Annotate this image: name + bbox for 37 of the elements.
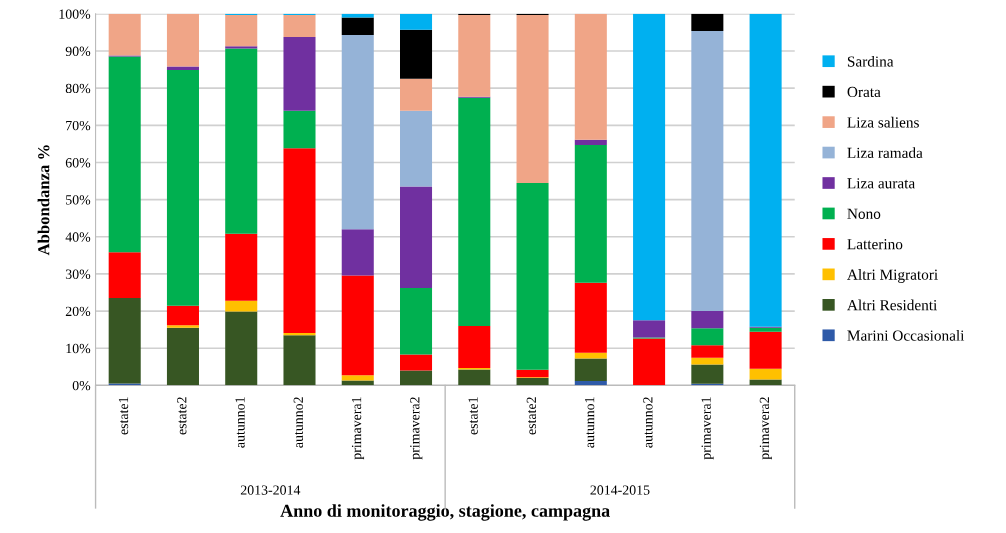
y-tick-label: 20% (65, 306, 91, 317)
legend-label: Latterino (847, 239, 903, 250)
legend-label: Altri Residenti (847, 299, 938, 311)
legend-label: Nono (847, 208, 881, 219)
y-tick-label: 30% (65, 269, 91, 279)
legend-label: Liza ramada (847, 147, 923, 159)
y-tick-label: 0% (72, 380, 91, 391)
y-axis-title: Abbondanza % (37, 145, 50, 256)
y-tick-label: 10% (66, 343, 91, 354)
x-tick-label: primavera1 (701, 397, 714, 460)
legend-label: Marini Occasionali (847, 329, 965, 341)
x-tick-label: estate2 (526, 397, 537, 435)
x-tick-label: primavera2 (410, 397, 423, 460)
legend-label: Liza aurata (847, 178, 915, 189)
legend-label: Orata (847, 86, 881, 98)
y-tick-label: 80% (65, 83, 91, 94)
legend-label: Sardina (847, 55, 894, 67)
x-axis-title: Anno di monitoraggio, stagione, campagna (280, 504, 610, 521)
x-tick-label: estate1 (118, 397, 129, 435)
text: 2014-2015 (590, 485, 650, 495)
x-tick-label: autunno2 (643, 397, 653, 448)
y-tick-label: 100% (59, 9, 91, 19)
x-tick-label: autunno2 (293, 397, 303, 448)
y-tick-label: 90% (65, 46, 91, 57)
x-tick-label: estate2 (177, 397, 187, 435)
y-tick-label: 70% (66, 120, 91, 131)
x-tick-label: autunno1 (235, 397, 245, 448)
x-tick-label: estate1 (468, 397, 478, 435)
y-tick-label: 60% (65, 158, 91, 168)
legend-label: Altri Migratori (847, 269, 938, 283)
x-tick-label: primavera1 (351, 397, 365, 460)
x-tick-label: autunno1 (584, 397, 595, 448)
text: 2013-2014 (240, 485, 301, 495)
y-tick-label: 40% (65, 232, 91, 242)
y-tick-label: 50% (66, 195, 91, 205)
legend-label: Liza saliens (847, 116, 919, 128)
x-tick-label: primavera2 (759, 397, 772, 460)
